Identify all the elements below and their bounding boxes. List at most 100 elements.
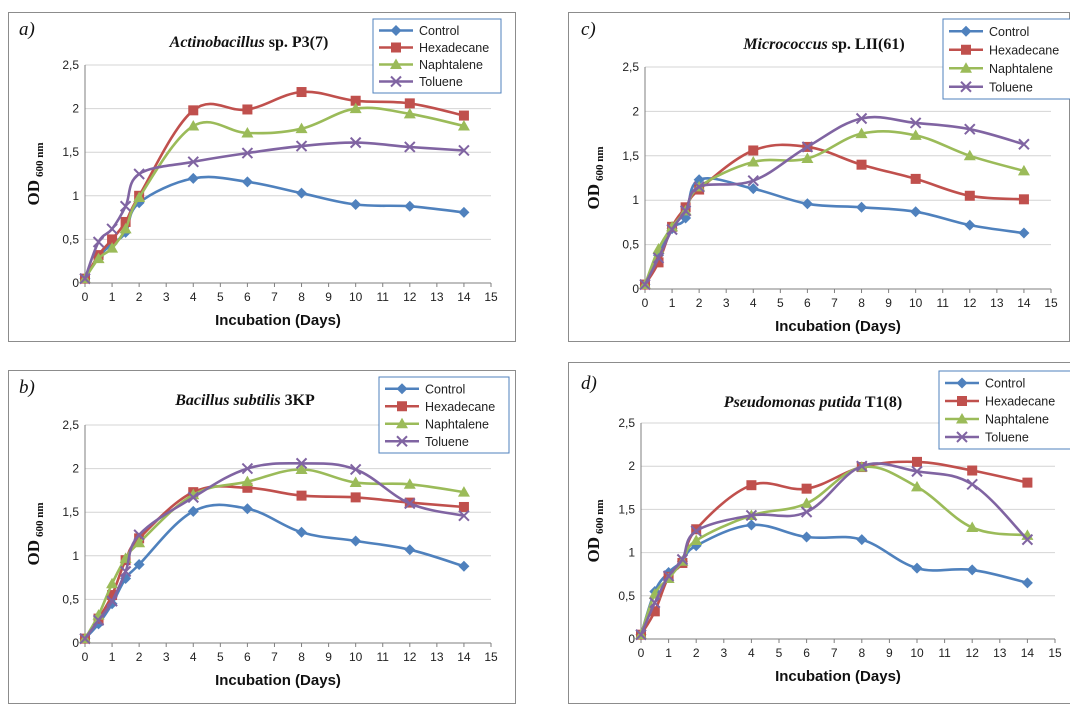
data-point-control — [458, 560, 470, 572]
data-point-toluene — [295, 457, 308, 470]
panel-letter: b) — [19, 377, 35, 398]
data-point-control — [856, 534, 868, 546]
data-point-control — [350, 535, 362, 547]
legend: Control Hexadecane Naphtalene Toluene — [378, 376, 510, 454]
series-naphtalene — [639, 127, 1030, 290]
x-tick-label: 5 — [777, 296, 784, 310]
data-point-control — [296, 187, 308, 199]
data-point-naphtalene — [800, 497, 813, 508]
data-point-hexadecane — [404, 98, 415, 109]
x-tick-label: 8 — [858, 296, 865, 310]
y-axis-label-sub: 600 nm — [594, 499, 606, 534]
data-point-toluene — [349, 463, 362, 476]
data-point-toluene — [79, 272, 91, 285]
data-point-hexadecane — [649, 606, 660, 617]
x-tick-label: 14 — [457, 290, 471, 304]
data-point-toluene — [119, 200, 132, 212]
data-point-hexadecane — [296, 490, 307, 501]
chart-title: Pseudomonas putida T1(8) — [723, 394, 902, 411]
y-tick-label: 2 — [632, 104, 639, 118]
y-tick-label: 1,5 — [62, 505, 79, 519]
legend: Control Hexadecane Naphtalene Toluene — [942, 18, 1070, 100]
x-tick-label: 3 — [723, 296, 730, 310]
data-point-hexadecane — [1018, 194, 1029, 205]
data-point-naphtalene — [966, 521, 979, 533]
data-point-control — [1021, 577, 1033, 589]
data-point-toluene — [1021, 533, 1034, 546]
y-axis-label-sub: 600 nm — [34, 142, 46, 177]
series-line-naphtalene — [639, 465, 1028, 636]
data-point-naphtalene — [349, 102, 362, 114]
legend-label-toluene: Toluene — [989, 80, 1033, 94]
data-point-toluene — [187, 491, 199, 504]
x-tick-label: 0 — [642, 296, 649, 310]
chart-title-rest: 3KP — [281, 392, 315, 409]
legend-label-control: Control — [425, 382, 465, 396]
data-point-control — [966, 564, 978, 576]
chart-title: Micrococcus sp. LII(61) — [742, 36, 904, 53]
x-tick-label: 10 — [909, 296, 923, 310]
data-point-naphtalene — [747, 156, 760, 167]
x-tick-label: 7 — [831, 296, 838, 310]
legend-label-control: Control — [989, 25, 1029, 39]
legend-marker-hexadecane — [961, 44, 971, 55]
data-point-hexadecane — [296, 87, 307, 98]
y-axis-label: OD 600 nm — [24, 502, 46, 565]
data-point-toluene — [1018, 138, 1030, 150]
x-tick-label: 5 — [217, 290, 224, 304]
chart-panel-b: b) Bacillus subtilis 3KP 0 0,5 1 1,5 2 2,5 0 1 2 3 4… — [8, 370, 516, 704]
data-point-toluene — [964, 123, 976, 135]
data-point-hexadecane — [242, 482, 253, 493]
legend-label-control: Control — [985, 377, 1025, 391]
data-point-toluene — [801, 141, 814, 153]
x-tick-label: 3 — [163, 650, 170, 664]
y-tick-label: 0,5 — [622, 238, 639, 252]
data-point-naphtalene — [963, 149, 976, 161]
data-point-hexadecane — [653, 257, 664, 268]
series-line-toluene — [639, 462, 1029, 636]
data-point-control — [693, 174, 705, 186]
chart-svg-c: c)Micrococcus sp. LII(61)00,511,522,50 1 2… — [581, 18, 1070, 335]
y-axis-label-main: OD — [24, 180, 43, 206]
y-tick-label: 2,5 — [62, 418, 79, 432]
y-tick-label: 2 — [72, 102, 79, 116]
panel-letter: d) — [581, 373, 597, 394]
x-tick-label: 15 — [1044, 296, 1058, 310]
data-point-hexadecane — [1022, 477, 1033, 488]
x-tick-label: 8 — [298, 650, 305, 664]
chart-svg-a: a) Actinobacillus sp. P3(7) 0 0,5 1 1,5 2 2,5 0 1… — [19, 18, 502, 329]
x-tick-label: 15 — [1048, 646, 1062, 660]
x-tick-label: 3 — [163, 290, 170, 304]
data-point-toluene — [652, 252, 665, 264]
panel-letter: c) — [581, 19, 596, 40]
chart-title: Bacillus subtilis 3KP — [174, 392, 315, 409]
x-tick-label: 4 — [750, 296, 757, 310]
y-tick-label: 2 — [628, 459, 635, 473]
series-line-hexadecane — [643, 143, 1024, 286]
x-tick-label: 1 — [665, 646, 672, 660]
x-tick-label: 6 — [804, 296, 811, 310]
data-point-toluene — [106, 223, 118, 235]
x-tick-label: 3 — [720, 646, 727, 660]
data-point-toluene — [649, 597, 661, 609]
data-point-toluene — [800, 506, 813, 518]
x-tick-label: 4 — [748, 646, 755, 660]
x-axis-label: Incubation (Days) — [215, 672, 341, 689]
legend-marker-naphtalene — [396, 417, 408, 429]
x-tick-label: 12 — [403, 290, 417, 304]
panel-letter: a) — [19, 19, 35, 40]
legend: Control Hexadecane Naphtalene Toluene — [372, 18, 502, 94]
data-point-hexadecane — [350, 95, 361, 106]
x-tick-label: 1 — [109, 290, 116, 304]
data-point-naphtalene — [106, 242, 119, 253]
x-tick-label: 7 — [271, 290, 278, 304]
data-point-toluene — [639, 278, 651, 291]
chart-title-italic: Pseudomonas putida — [723, 394, 861, 411]
legend-marker-control — [390, 25, 402, 36]
data-point-naphtalene — [133, 191, 146, 203]
x-tick-label: 11 — [938, 646, 951, 660]
y-tick-label: 0,5 — [618, 589, 635, 603]
data-point-toluene — [745, 509, 758, 522]
x-axis-label: Incubation (Days) — [775, 668, 901, 685]
series-control — [79, 172, 470, 285]
